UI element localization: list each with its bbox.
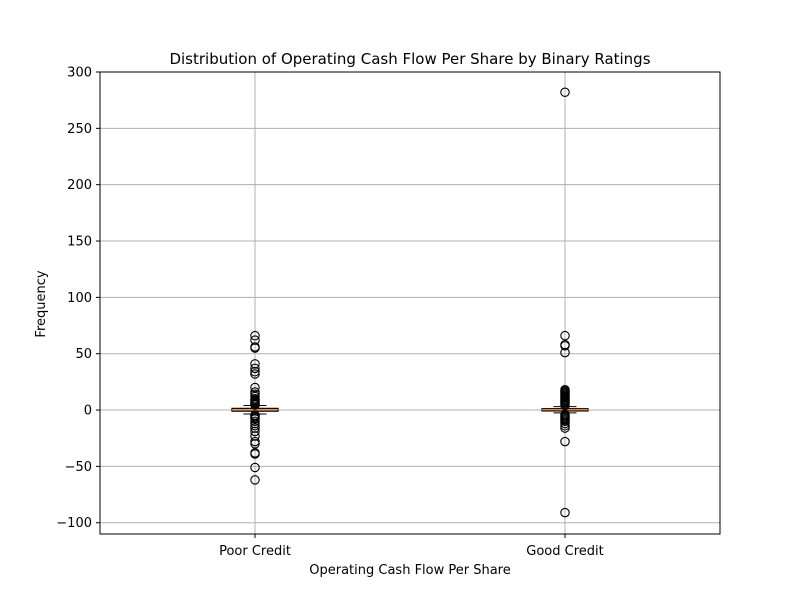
outlier-point bbox=[250, 400, 260, 410]
outlier-point bbox=[250, 439, 260, 449]
y-tick-label: 300 bbox=[67, 66, 92, 81]
outlier-point bbox=[250, 436, 260, 447]
outlier-point bbox=[250, 462, 260, 473]
outlier-point bbox=[250, 421, 260, 431]
x-tick-label: Good Credit bbox=[526, 544, 603, 559]
y-axis-title: Frequency bbox=[34, 270, 49, 337]
outlier-point bbox=[560, 416, 570, 427]
outlier-point bbox=[560, 341, 570, 351]
plot-area-frame bbox=[99, 71, 721, 535]
y-tick-label: −100 bbox=[56, 516, 92, 531]
outlier-point bbox=[560, 347, 570, 358]
y-tick-label: 0 bbox=[84, 404, 92, 419]
y-tick-label: 150 bbox=[67, 235, 92, 250]
outlier-point bbox=[560, 87, 570, 98]
outlier-point bbox=[560, 423, 570, 433]
outlier-point bbox=[560, 400, 570, 411]
outlier-point bbox=[250, 414, 260, 424]
y-tick-label: 50 bbox=[75, 347, 92, 362]
y-tick-label: 100 bbox=[67, 291, 92, 306]
outlier-point bbox=[560, 418, 570, 429]
outlier-point bbox=[250, 475, 260, 485]
outlier-point bbox=[250, 416, 260, 427]
outlier-point bbox=[250, 426, 260, 437]
box-group bbox=[231, 330, 279, 485]
outlier-point bbox=[250, 449, 260, 459]
outlier-point bbox=[250, 369, 260, 379]
outlier-point bbox=[560, 507, 570, 518]
box-group bbox=[541, 87, 589, 518]
y-axis: 300 250 200 150 100 50 0 −50 −100 bbox=[56, 66, 100, 531]
outlier-point bbox=[250, 382, 260, 393]
outlier-point bbox=[250, 366, 260, 377]
outlier-point bbox=[560, 330, 570, 341]
y-tick-label: −50 bbox=[65, 460, 92, 475]
outlier-point bbox=[560, 421, 570, 431]
outlier-point bbox=[250, 363, 260, 374]
outlier-point bbox=[250, 330, 260, 341]
box-plot-series bbox=[231, 87, 589, 518]
outlier-point bbox=[250, 343, 260, 353]
y-tick-label: 200 bbox=[67, 178, 92, 193]
x-axis: Poor Credit Good Credit bbox=[219, 534, 604, 559]
x-axis-title: Operating Cash Flow Per Share bbox=[309, 563, 511, 578]
chart-title: Distribution of Operating Cash Flow Per … bbox=[169, 50, 650, 68]
x-tick-label: Poor Credit bbox=[219, 544, 291, 559]
outlier-point bbox=[560, 436, 570, 447]
y-tick-label: 250 bbox=[67, 122, 92, 137]
